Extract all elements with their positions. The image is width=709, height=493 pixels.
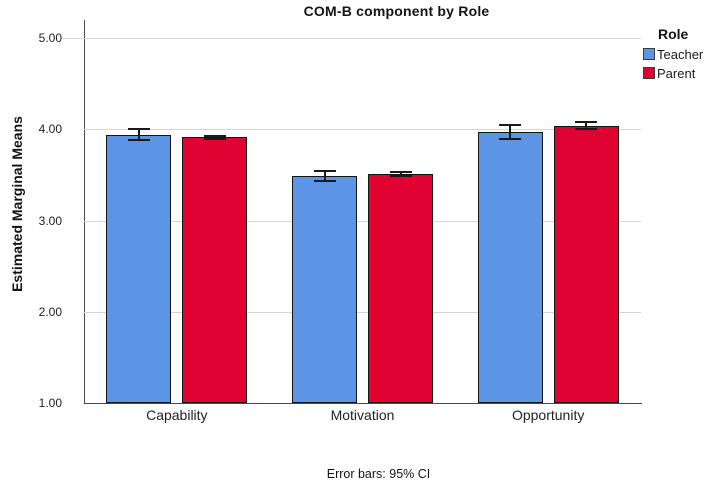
legend: Role Teacher Parent [643,26,709,81]
x-tick-label-opportunity: Opportunity [511,407,585,423]
gridline-4.00 [84,129,641,131]
bar-parent-opportunity [553,125,619,403]
error-bar-teacher-motivation-cap-bottom [313,179,336,182]
bar-teacher-motivation [292,175,357,403]
y-tick-label-5.00: 5.00 [38,31,62,45]
error-bar-teacher-opportunity-stem [509,125,512,139]
legend-swatch-teacher [643,48,655,60]
bar-teacher-capability [106,134,172,403]
error-bar-teacher-motivation-stem [323,170,326,181]
error-bar-parent-capability-cap-bottom [203,138,226,141]
legend-label-parent: Parent [657,65,696,81]
error-bar-teacher-capability-cap-top [127,128,150,131]
error-bar-parent-capability-stem [213,135,216,140]
bar-parent-capability [182,137,248,403]
y-tick-label-1.00: 1.00 [38,396,62,410]
bar-parent-motivation [368,173,433,403]
error-bar-parent-opportunity-cap-bottom [575,127,598,130]
error-bar-parent-opportunity-cap-top [575,121,598,124]
error-bar-parent-opportunity-stem [585,122,588,129]
error-bar-teacher-capability-cap-bottom [127,139,150,142]
legend-items: Teacher Parent [643,46,709,81]
y-tick-label-2.00: 2.00 [38,304,62,319]
error-bar-teacher-capability-stem [137,129,140,141]
gridline-2.00 [84,311,641,313]
error-bar-teacher-motivation-cap-top [313,169,336,172]
gridline-3.00 [84,220,641,222]
legend-label-teacher: Teacher [657,46,704,62]
legend-item-teacher: Teacher [643,46,709,62]
error-bar-teacher-opportunity-cap-bottom [499,137,522,140]
bar-teacher-opportunity [477,131,543,403]
error-bar-parent-motivation-stem [399,172,402,176]
y-axis-line [84,20,85,404]
legend-item-parent: Parent [643,65,709,81]
error-bar-parent-motivation-cap-top [389,171,412,174]
chart-title: COM-B component by Role [303,3,490,19]
error-bars-note: Error bars: 95% CI [326,467,431,481]
error-bar-parent-capability-cap-top [203,134,226,137]
y-tick-label-3.00: 3.00 [38,213,62,228]
x-tick-label-motivation: Motivation [330,407,395,423]
x-tick-label-capability: Capability [146,407,208,423]
gridline-5.00 [62,38,641,39]
x-axis-line [84,403,642,404]
legend-title: Role [658,26,689,42]
error-bar-teacher-opportunity-cap-top [499,124,522,127]
legend-swatch-parent [643,67,655,79]
y-tick-label-4.00: 4.00 [38,122,62,137]
error-bar-parent-motivation-cap-bottom [389,174,412,177]
